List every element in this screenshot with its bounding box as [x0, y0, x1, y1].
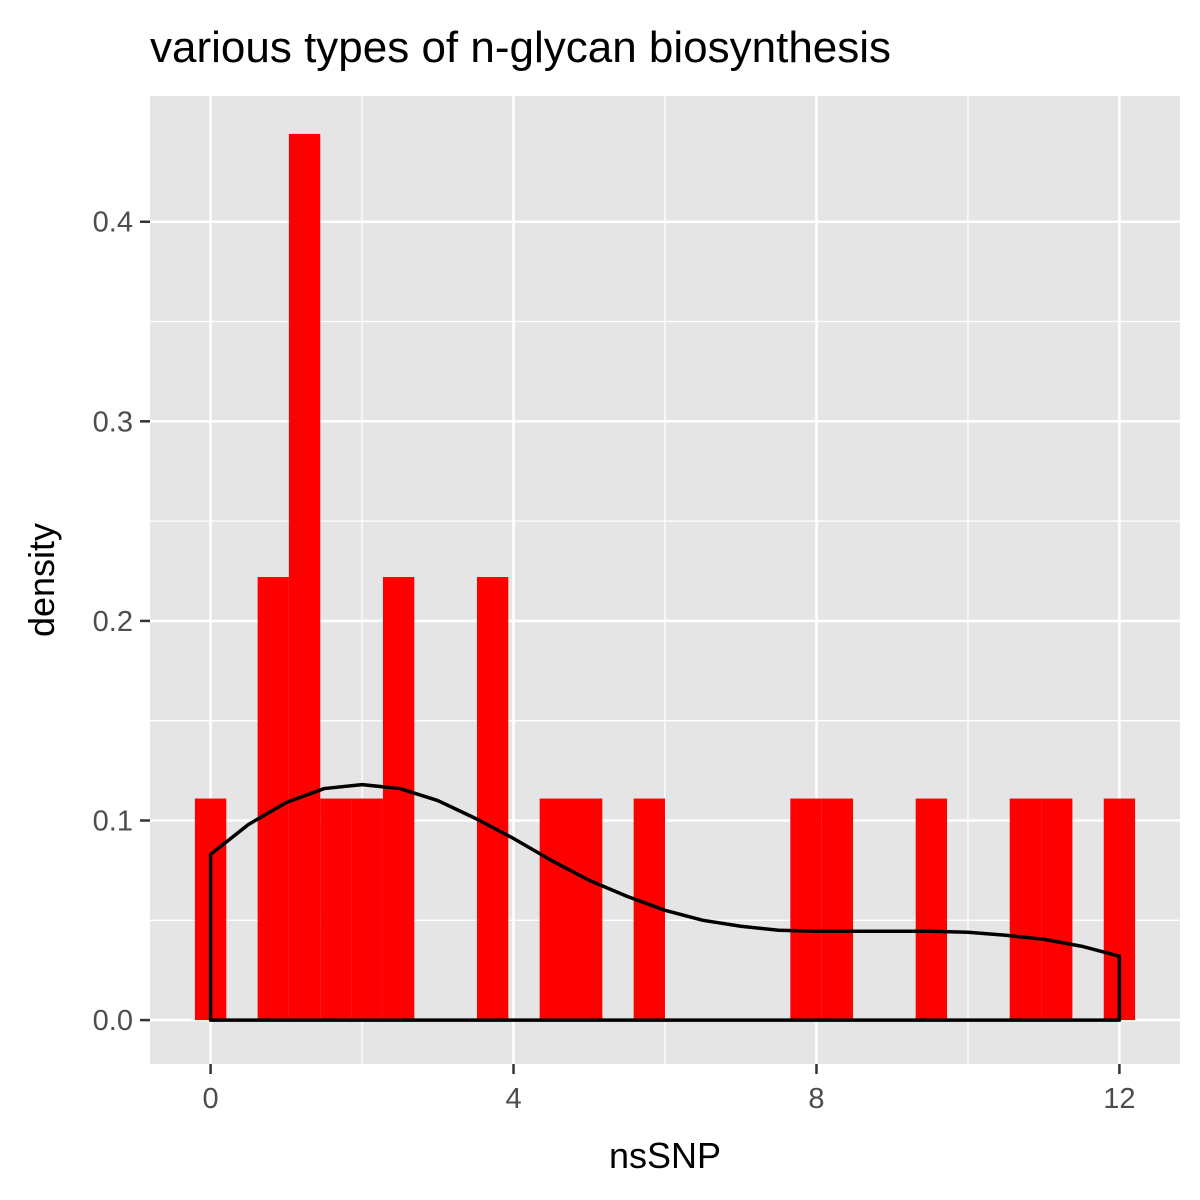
x-tick-label: 8 [808, 1083, 824, 1115]
histogram-bar [790, 798, 822, 1021]
y-tick-label: 0.1 [93, 806, 133, 838]
y-axis: 0.0 0.1 0.2 0.3 0.4 [93, 207, 150, 1037]
y-tick-label: 0.3 [93, 406, 133, 438]
density-curve [208, 782, 1122, 1022]
x-axis-title: nsSNP [609, 1135, 721, 1176]
y-tick-label: 0.0 [93, 1005, 133, 1037]
histogram-bar [571, 798, 603, 1021]
histogram-bar [288, 133, 321, 1021]
histogram-bar [1041, 798, 1073, 1021]
histogram-bar [257, 577, 289, 1021]
histogram-bar [351, 798, 383, 1021]
histogram-bar [320, 798, 352, 1021]
x-tick-label: 0 [203, 1083, 219, 1115]
x-tick-label: 4 [505, 1083, 521, 1115]
histogram-bar [382, 577, 415, 1021]
x-tick-label: 12 [1103, 1083, 1135, 1115]
y-tick-label: 0.4 [93, 207, 133, 239]
histogram-bar [1009, 798, 1042, 1021]
histogram-bar [821, 798, 854, 1021]
x-axis: 0 4 8 12 [203, 1064, 1136, 1115]
histogram-bar [539, 798, 572, 1021]
y-axis-title: density [21, 523, 62, 637]
histogram-bar [915, 798, 948, 1021]
chart-title: various types of n-glycan biosynthesis [150, 23, 891, 72]
histogram-bars [194, 133, 1136, 1021]
histogram-bar [476, 577, 509, 1021]
y-tick-label: 0.2 [93, 606, 133, 638]
